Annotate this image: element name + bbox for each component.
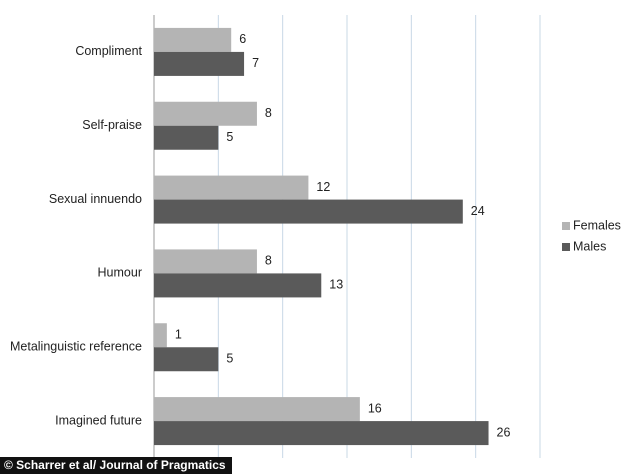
y-tick-label: Sexual innuendo	[49, 192, 142, 206]
bar	[154, 199, 463, 224]
data-label: 13	[329, 278, 343, 292]
bar	[154, 175, 309, 200]
bar	[154, 249, 257, 274]
bar	[154, 27, 232, 52]
data-label: 24	[471, 204, 485, 218]
y-tick-label: Compliment	[75, 44, 142, 58]
data-label: 8	[265, 254, 272, 268]
bar	[154, 421, 489, 446]
credit-box	[0, 457, 232, 474]
bar	[154, 125, 219, 150]
data-label: 26	[497, 425, 511, 439]
data-label: 16	[368, 401, 382, 415]
legend-swatch	[562, 222, 570, 230]
data-label: 7	[252, 56, 259, 70]
credit: © Scharrer et al/ Journal of Pragmatics	[4, 458, 226, 472]
data-label: 6	[239, 32, 246, 46]
data-label: 1	[175, 328, 182, 342]
data-label: 5	[226, 352, 233, 366]
y-tick-label: Imagined future	[55, 413, 142, 427]
data-label: 12	[316, 180, 330, 194]
bar	[154, 397, 360, 422]
legend-swatch	[562, 243, 570, 251]
data-label: 8	[265, 106, 272, 120]
legend-label: Males	[573, 239, 606, 253]
y-tick-label: Metalinguistic reference	[10, 340, 142, 354]
bar	[154, 273, 322, 298]
bar	[154, 51, 245, 76]
bar	[154, 323, 167, 348]
bar	[154, 347, 219, 372]
y-tick-label: Humour	[98, 266, 142, 280]
data-label: 5	[226, 130, 233, 144]
y-tick-label: Self-praise	[82, 118, 142, 132]
legend-label: Females	[573, 218, 621, 232]
bar	[154, 101, 257, 126]
